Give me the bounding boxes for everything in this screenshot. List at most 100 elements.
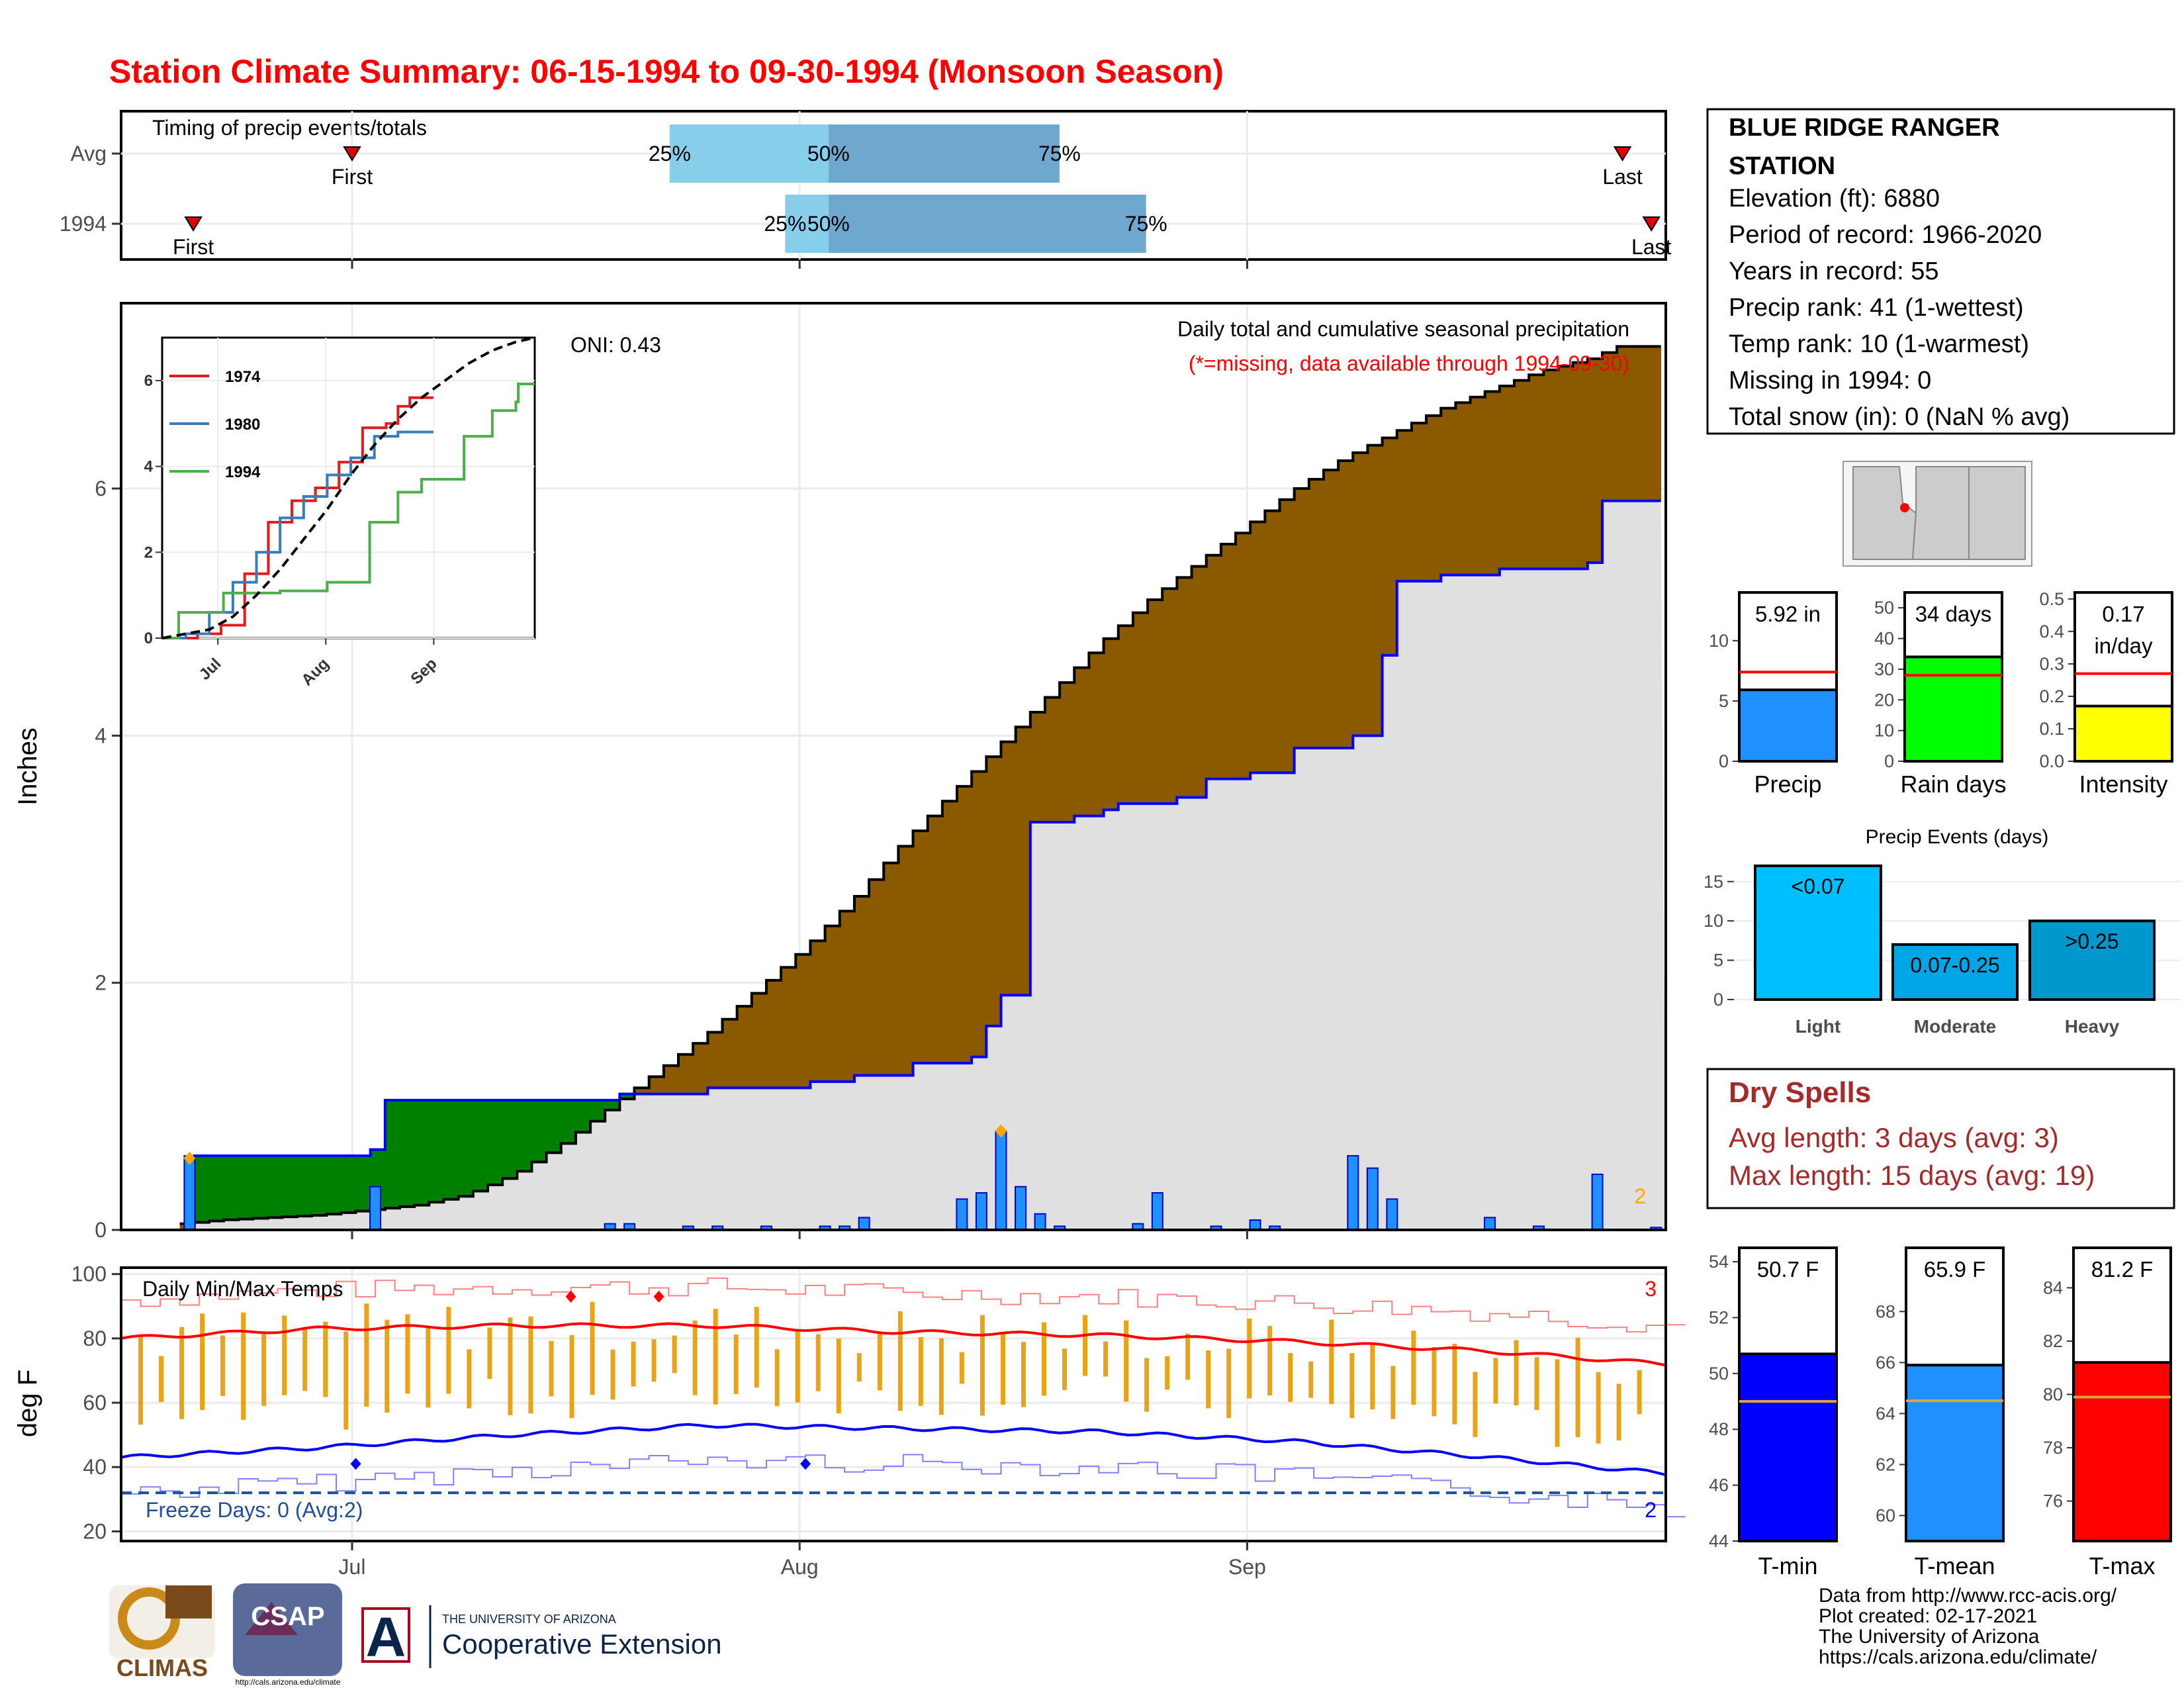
temps-daily-range-bar [282, 1315, 287, 1395]
precip-departure-segment [825, 925, 841, 1082]
bar-panel-category-label: Precip [1754, 771, 1821, 798]
temps-daily-range-bar [159, 1356, 164, 1403]
bar-panel-y-tick-label: 0 [1719, 751, 1729, 771]
temps-daily-range-bar [569, 1335, 574, 1419]
precip-departure-segment [473, 1100, 488, 1192]
precip-departure-segment [282, 1156, 298, 1217]
temps-daily-range-bar [754, 1307, 759, 1388]
temps-daily-range-bar [795, 1329, 800, 1403]
timing-first-marker [184, 216, 203, 232]
temps-title: Daily Min/Max Temps [142, 1277, 343, 1301]
precip-departure-segment [1191, 566, 1207, 798]
precip-departure-segment [253, 1156, 269, 1219]
precip-departure-segment [267, 1156, 283, 1218]
ua-logo-frame [361, 1607, 410, 1663]
map-state-nm [1968, 466, 2026, 560]
temps-avg-min-line [120, 1423, 1666, 1477]
temps-panel-frame [120, 1266, 1667, 1542]
precip-departure-segment [1353, 452, 1368, 736]
precip-1994-cumulative-line [179, 499, 1661, 1231]
bar-panel-y-tick-label: 50 [1709, 1364, 1729, 1383]
temps-daily-range-bar [897, 1311, 903, 1411]
temps-daily-range-bar [1165, 1356, 1170, 1390]
temps-daily-range-bar [426, 1327, 431, 1408]
precip-departure-segment [443, 1100, 459, 1199]
temps-y-tick-label: 100 [71, 1262, 107, 1286]
station-info-line: Missing in 1994: 0 [1729, 367, 1931, 395]
temps-daily-range-bar [364, 1303, 369, 1407]
precip-daily-bar [1249, 1219, 1261, 1231]
events-bar-label: 0.07-0.25 [1910, 953, 1999, 977]
precip-departure-segment [1441, 408, 1456, 575]
temps-daily-range-bar [672, 1335, 677, 1374]
temps-daily-range-bar [220, 1335, 226, 1396]
map-state-az [1911, 466, 1970, 560]
station-info-line: Precip rank: 41 (1-wettest) [1729, 294, 2024, 322]
precip-departure-segment [575, 1100, 591, 1133]
oni-label: ONI: 0.43 [570, 333, 661, 357]
temps-avg-max-line [120, 1322, 1666, 1367]
temps-daily-range-bar [1226, 1348, 1232, 1419]
bar-panel-y-tick-label: 0.3 [2039, 654, 2064, 674]
bar-panel-y-tick-label: 0.5 [2039, 589, 2064, 609]
timing-title: Timing of precip events/totals [152, 116, 427, 140]
dry-spells-title: Dry Spells [1729, 1076, 1871, 1109]
temps-daily-range-bar [1083, 1315, 1088, 1376]
precip-departure-segment [839, 911, 855, 1082]
precip-departure-segment [1220, 544, 1236, 779]
inset-y-tick-label: 0 [144, 630, 153, 647]
bar-panel-y-tick-label: 20 [1874, 690, 1894, 710]
precip-departure-segment [1543, 369, 1559, 569]
timing-q25-label: 25% [764, 212, 806, 236]
temps-y-tick-label: 80 [83, 1327, 107, 1350]
precip-departure-segment [1279, 499, 1295, 773]
precip-departure-segment [1074, 667, 1089, 816]
precip-departure-segment [634, 1088, 650, 1094]
precip-departure-segment [1558, 366, 1574, 569]
precip-daily-marker [183, 1151, 196, 1165]
bar-panel-y-tick-label: 66 [1876, 1352, 1895, 1372]
temps-daily-range-bar [343, 1331, 349, 1430]
temps-daily-range-bar [1514, 1340, 1519, 1405]
precip-departure-segment [810, 941, 826, 1082]
precip-departure-segment [1617, 346, 1632, 501]
temps-daily-range-bar [918, 1337, 923, 1406]
bar-panel-value-label: 65.9 F [1924, 1257, 1986, 1282]
precip-daily-bar [995, 1130, 1007, 1231]
temps-daily-range-bar [1062, 1348, 1068, 1390]
temps-y-tick-label: 60 [83, 1391, 107, 1415]
temps-daily-range-bar [1329, 1319, 1334, 1405]
precip-departure-segment [1455, 402, 1471, 575]
station-info-box [1706, 108, 2175, 435]
precip-departure-segment [737, 1006, 752, 1088]
footer-line: Data from http://www.rcc-acis.org/ [1819, 1585, 2117, 1607]
temps-y-axis-label: deg F [13, 1370, 42, 1437]
csap-logo-url: http://cals.arizona.edu/climate [236, 1677, 341, 1687]
events-y-tick-label: 10 [1704, 911, 1723, 931]
precip-departure-segment [400, 1100, 415, 1207]
temps-daily-range-bar [179, 1327, 185, 1419]
temps-daily-range-bar [938, 1338, 944, 1415]
precip-departure-segment [296, 1156, 312, 1217]
precip-departure-segment [1382, 438, 1398, 655]
dry-spells-box [1706, 1068, 2175, 1209]
precip-departure-segment [1426, 415, 1441, 581]
precip-departure-segment [1646, 346, 1662, 501]
precip-y-axis-label: Inches [13, 727, 42, 806]
temps-top-count: 3 [1645, 1277, 1657, 1301]
precip-departure-segment [208, 1156, 224, 1221]
bar-panel-y-tick-label: 62 [1876, 1454, 1895, 1474]
precip-daily-bar [1015, 1186, 1027, 1231]
bar-panel-y-tick-label: 10 [1709, 631, 1729, 651]
bar-panel-y-tick-label: 0.4 [2039, 622, 2064, 641]
events-y-tick-label: 0 [1713, 990, 1723, 1009]
inset-frame [161, 336, 536, 639]
temps-daily-range-bar [979, 1315, 985, 1416]
events-category-label: Light [1796, 1016, 1841, 1037]
precip-daily-bar [1151, 1192, 1163, 1231]
ua-logo-mark: A [366, 1606, 406, 1668]
temps-daily-range-bar [1041, 1322, 1046, 1396]
precip-departure-segment [1250, 522, 1265, 773]
temps-daily-range-bar [1247, 1318, 1252, 1399]
temps-record-low-line [121, 1454, 1686, 1518]
